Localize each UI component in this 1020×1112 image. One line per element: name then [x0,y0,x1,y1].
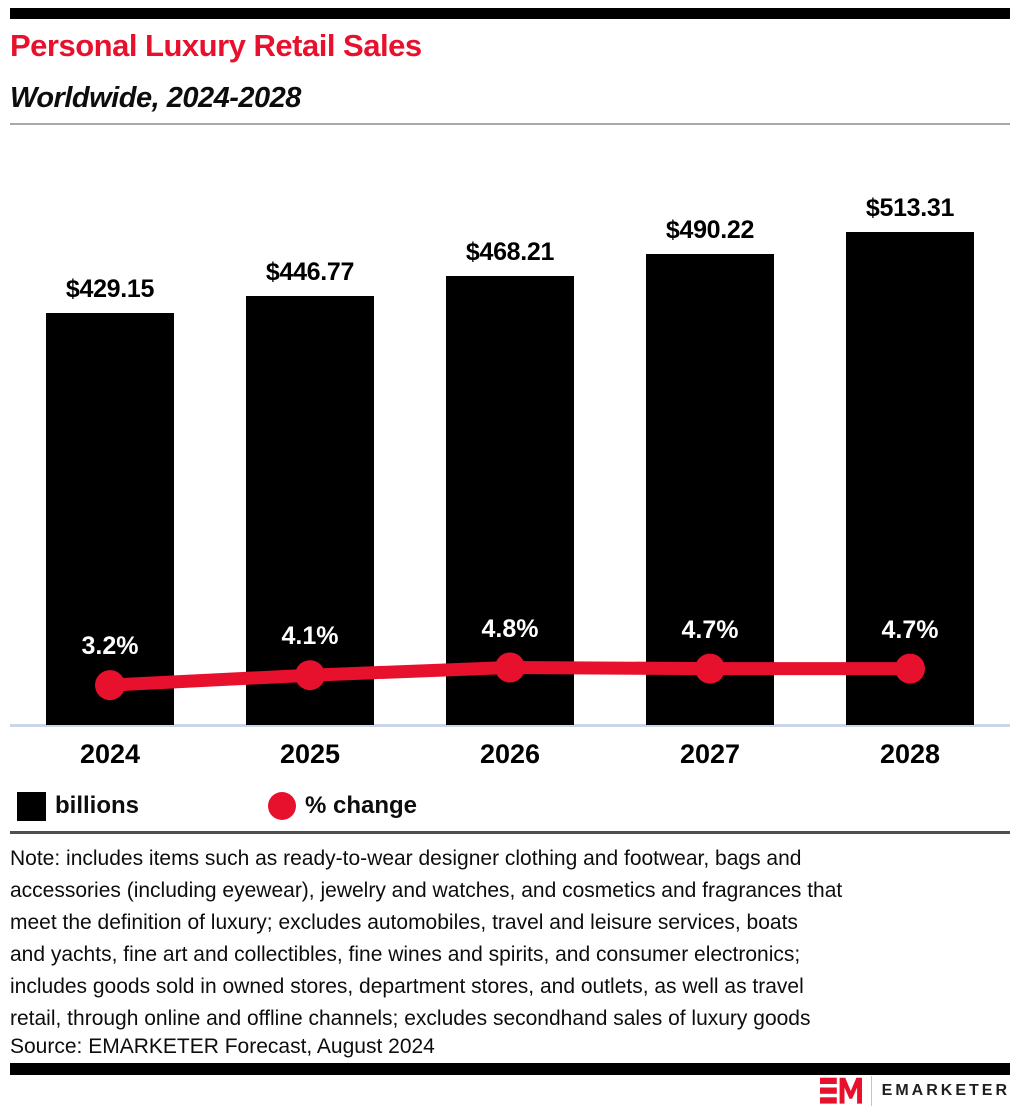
pct-change-label: 4.8% [481,614,539,643]
chart-legend: billions % change [17,790,417,822]
bar-2025 [246,296,374,725]
pct-change-line [95,652,925,701]
bar-series-label: billions [55,792,139,819]
x-axis-tick-label: 2025 [279,739,341,769]
chart-title: Personal Luxury Retail Sales [10,28,422,63]
x-axis-tick-label: 2028 [879,739,941,769]
note-line: Note: includes items such as ready-to-we… [10,847,802,870]
footer-brand: EMARKETER [819,1076,1010,1106]
bar-2027 [646,254,774,725]
legend-divider [10,831,1010,834]
bar-series-swatch [17,791,46,821]
pct-change-label: 3.2% [81,632,139,661]
x-axis-tick-label: 2027 [679,739,741,769]
chart-subtitle: Worldwide, 2024-2028 [10,82,301,114]
line-data-point [295,660,325,691]
bar-2026 [446,276,574,725]
note-line: accessories (including eyewear), jewelry… [10,879,843,902]
x-axis-tick-label: 2026 [479,739,541,769]
brand-name: EMARKETER [881,1082,1010,1099]
bar-2024 [46,313,174,725]
bottom-accent-bar [10,1063,1010,1075]
source-text: Source: EMARKETER Forecast, August 2024 [10,1035,435,1058]
chart-area: $429.15 2024 $446.77 2025 $468.21 2026 $490.22… [0,130,1020,790]
x-axis-tick-label: 2024 [79,739,141,769]
pct-change-label: 4.7% [881,615,939,644]
note-text: Note: includes items such as ready-to-we… [10,843,1010,1035]
note-line: and yachts, fine art and collectibles, f… [10,943,801,966]
note-line: retail, through online and offline chann… [10,1007,811,1030]
bar-value-label: $513.31 [865,194,955,222]
bar-2028 [846,232,974,725]
x-axis-line [10,724,1010,727]
line-data-point [95,670,125,701]
emarketer-logo-mark [819,1077,862,1104]
line-data-point [895,653,925,684]
top-accent-bar [10,8,1010,19]
line-series-swatch [268,792,296,820]
line-data-point [495,652,525,683]
line-data-point [695,653,725,684]
header-divider [10,123,1010,125]
note-line: includes goods sold in owned stores, dep… [10,975,804,998]
logo-divider [870,1076,872,1106]
pct-change-label: 4.7% [681,615,739,644]
bar-value-label: $446.77 [265,258,355,286]
pct-change-label: 4.1% [281,622,339,651]
bar-value-label: $468.21 [465,238,555,266]
bar-value-label: $429.15 [65,275,155,303]
line-series-label: % change [305,792,418,819]
bar-value-label: $490.22 [665,216,755,244]
note-line: meet the definition of luxury; excludes … [10,911,798,934]
